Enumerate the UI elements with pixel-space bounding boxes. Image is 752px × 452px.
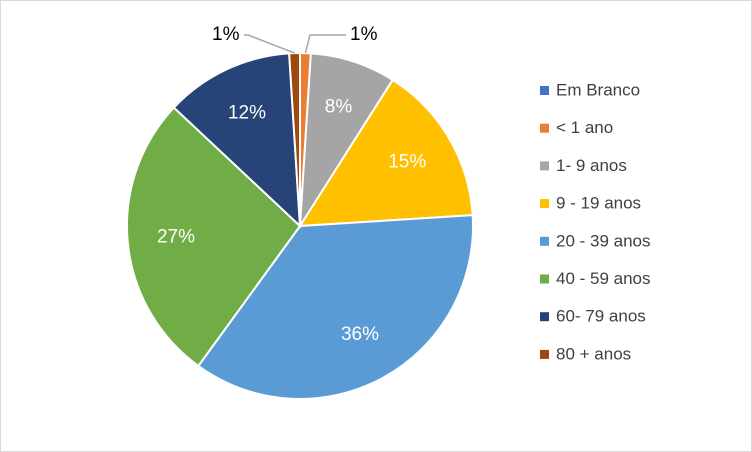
legend-swatch-40-59-anos bbox=[540, 274, 549, 284]
legend-label-40-59-anos: 40 - 59 anos bbox=[556, 269, 651, 288]
leader-line-1-ano bbox=[304, 34, 346, 54]
pie-slice-20-39-anos bbox=[196, 214, 474, 400]
legend-swatch-1-9-anos bbox=[540, 161, 549, 171]
data-label-1-9-anos: 8% bbox=[325, 97, 353, 118]
legend-swatch-60-79-anos bbox=[540, 312, 549, 322]
data-label-80-anos: 1% bbox=[212, 24, 240, 45]
data-label-9-19-anos: 15% bbox=[388, 152, 426, 173]
data-labels: 1% 8% 15% 36% 27% 12% 1% bbox=[157, 24, 426, 345]
data-label-60-79-anos: 12% bbox=[228, 102, 266, 123]
legend-swatch-1-ano bbox=[540, 123, 549, 133]
leader-lines bbox=[244, 34, 346, 54]
legend-label-20-39-anos: 20 - 39 anos bbox=[556, 231, 651, 250]
legend: Em Branco < 1 ano 1- 9 anos 9 - 19 anos 20 -… bbox=[540, 80, 651, 363]
pie-slice-60-79-anos bbox=[172, 52, 302, 229]
legend-swatch-20-39-anos bbox=[540, 236, 549, 246]
pie-slice-40-59-anos bbox=[125, 106, 302, 368]
data-label-1-ano: 1% bbox=[350, 24, 378, 45]
legend-label-80-anos: 80 + anos bbox=[556, 344, 631, 363]
legend-label-1-ano: < 1 ano bbox=[556, 118, 613, 137]
legend-swatch-em-branco bbox=[540, 86, 549, 95]
legend-swatch-9-19-anos bbox=[540, 199, 549, 209]
data-label-40-59-anos: 27% bbox=[157, 227, 195, 248]
legend-swatch-80-anos bbox=[540, 349, 549, 359]
legend-label-60-79-anos: 60- 79 anos bbox=[556, 307, 646, 326]
pie-slices bbox=[125, 51, 474, 400]
pie-slice-9-19-anos bbox=[298, 78, 474, 228]
legend-label-9-19-anos: 9 - 19 anos bbox=[556, 194, 641, 213]
legend-label-em-branco: Em Branco bbox=[556, 80, 640, 99]
legend-label-1-9-anos: 1- 9 anos bbox=[556, 156, 627, 175]
leader-line-80-anos bbox=[244, 34, 295, 54]
data-label-20-39-anos: 36% bbox=[341, 324, 379, 345]
